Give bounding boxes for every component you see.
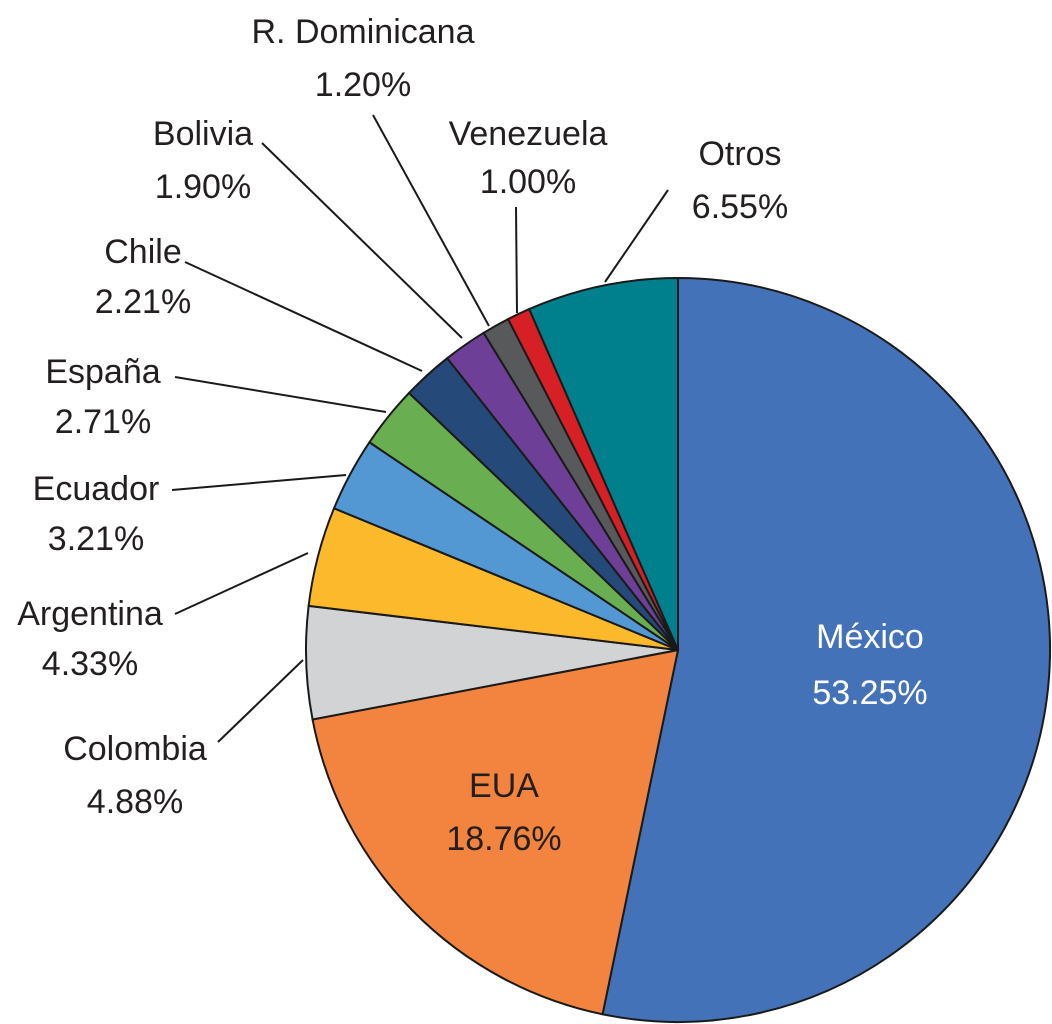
slice-label-ecuador: Ecuador	[33, 470, 160, 508]
slice-label-bolivia: Bolivia	[153, 115, 253, 153]
slice-label-argentina: Argentina	[17, 595, 163, 633]
slice-value-chile: 2.21%	[95, 283, 191, 321]
leader-line-r-dominicana	[372, 114, 490, 327]
slice-value-colombia: 4.88%	[87, 783, 183, 821]
leader-line-ecuador	[171, 474, 347, 491]
leader-line-espana	[174, 376, 387, 413]
slice-value-venezuela: 1.00%	[480, 163, 576, 201]
slice-value-argentina: 4.33%	[42, 645, 138, 683]
slice-label-venezuela: Venezuela	[449, 115, 608, 153]
leader-line-venezuela	[515, 206, 518, 314]
slice-label-mexico: México	[816, 618, 924, 656]
pie-slice-eua	[311, 648, 680, 1016]
leader-line-argentina	[174, 552, 309, 615]
pie-slice-otros	[527, 276, 679, 651]
slice-labels: México 53.25% EUA 18.76% Colombia 4.88% Argent…	[17, 13, 927, 858]
slice-value-ecuador: 3.21%	[48, 520, 144, 558]
pie-slices	[305, 276, 1051, 1023]
slice-value-espana: 2.71%	[55, 403, 151, 441]
leader-line-colombia	[217, 659, 304, 743]
slice-value-otros: 6.55%	[692, 188, 788, 226]
leader-line-chile	[184, 261, 423, 372]
slice-value-r-dominicana: 1.20%	[315, 66, 411, 104]
slice-label-chile: Chile	[104, 233, 181, 271]
slice-label-espana: España	[45, 353, 160, 391]
slice-value-mexico: 53.25%	[812, 674, 927, 712]
leader-lines	[171, 114, 669, 743]
leader-line-bolivia	[261, 142, 463, 339]
slice-label-otros: Otros	[698, 135, 781, 173]
slice-value-eua: 18.76%	[446, 820, 561, 858]
pie-slice-mexico	[601, 276, 1051, 1023]
slice-label-r-dominicana: R. Dominicana	[252, 13, 475, 51]
slice-value-bolivia: 1.90%	[155, 168, 251, 206]
leader-line-otros	[604, 189, 669, 283]
slice-label-eua: EUA	[469, 767, 539, 805]
slice-label-colombia: Colombia	[63, 730, 207, 768]
